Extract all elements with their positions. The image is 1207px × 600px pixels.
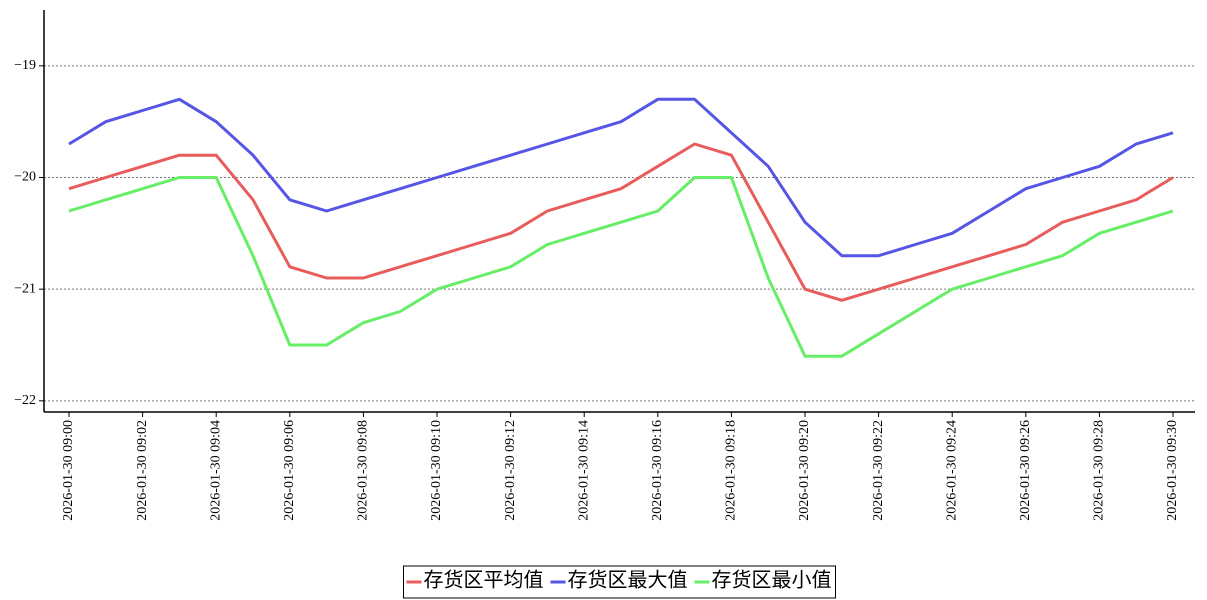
x-tick-label: 2026-01-30 09:14 <box>576 420 591 521</box>
x-tick-label: 2026-01-30 09:30 <box>1165 420 1180 521</box>
x-tick-label: 2026-01-30 09:06 <box>282 420 297 521</box>
y-tick-label: −22 <box>14 393 36 408</box>
x-tick-label: 2026-01-30 09:00 <box>61 420 76 521</box>
data-line <box>68 97 1174 258</box>
y-tick-label: −21 <box>14 281 36 296</box>
x-tick-label: 2026-01-30 09:10 <box>429 420 444 521</box>
x-tick-label: 2026-01-30 09:22 <box>871 420 886 521</box>
x-tick-label: 2026-01-30 09:02 <box>135 420 150 521</box>
y-tick-label: −20 <box>14 170 36 185</box>
x-tick-label: 2026-01-30 09:08 <box>356 420 371 521</box>
x-tick-label: 2026-01-30 09:20 <box>797 420 812 521</box>
legend-label: 存货区平均值 <box>424 569 544 592</box>
legend: 存货区平均值 存货区最大值 存货区最小值 <box>403 565 836 599</box>
x-tick-label: 2026-01-30 09:26 <box>1018 420 1033 521</box>
x-tick-label: 2026-01-30 09:24 <box>944 420 959 521</box>
x-tick-label: 2026-01-30 09:16 <box>650 420 665 521</box>
legend-box <box>403 565 836 599</box>
legend-label: 存货区最小值 <box>712 569 832 592</box>
x-tick-label: 2026-01-30 09:12 <box>503 420 518 521</box>
x-tick-label: 2026-01-30 09:04 <box>208 420 223 521</box>
x-tick-label: 2026-01-30 09:28 <box>1092 420 1107 521</box>
data-line <box>68 142 1174 302</box>
legend-label: 存货区最大值 <box>568 569 688 592</box>
data-line <box>68 176 1174 358</box>
x-tick-label: 2026-01-30 09:18 <box>724 420 739 521</box>
y-tick-label: −19 <box>14 58 36 73</box>
